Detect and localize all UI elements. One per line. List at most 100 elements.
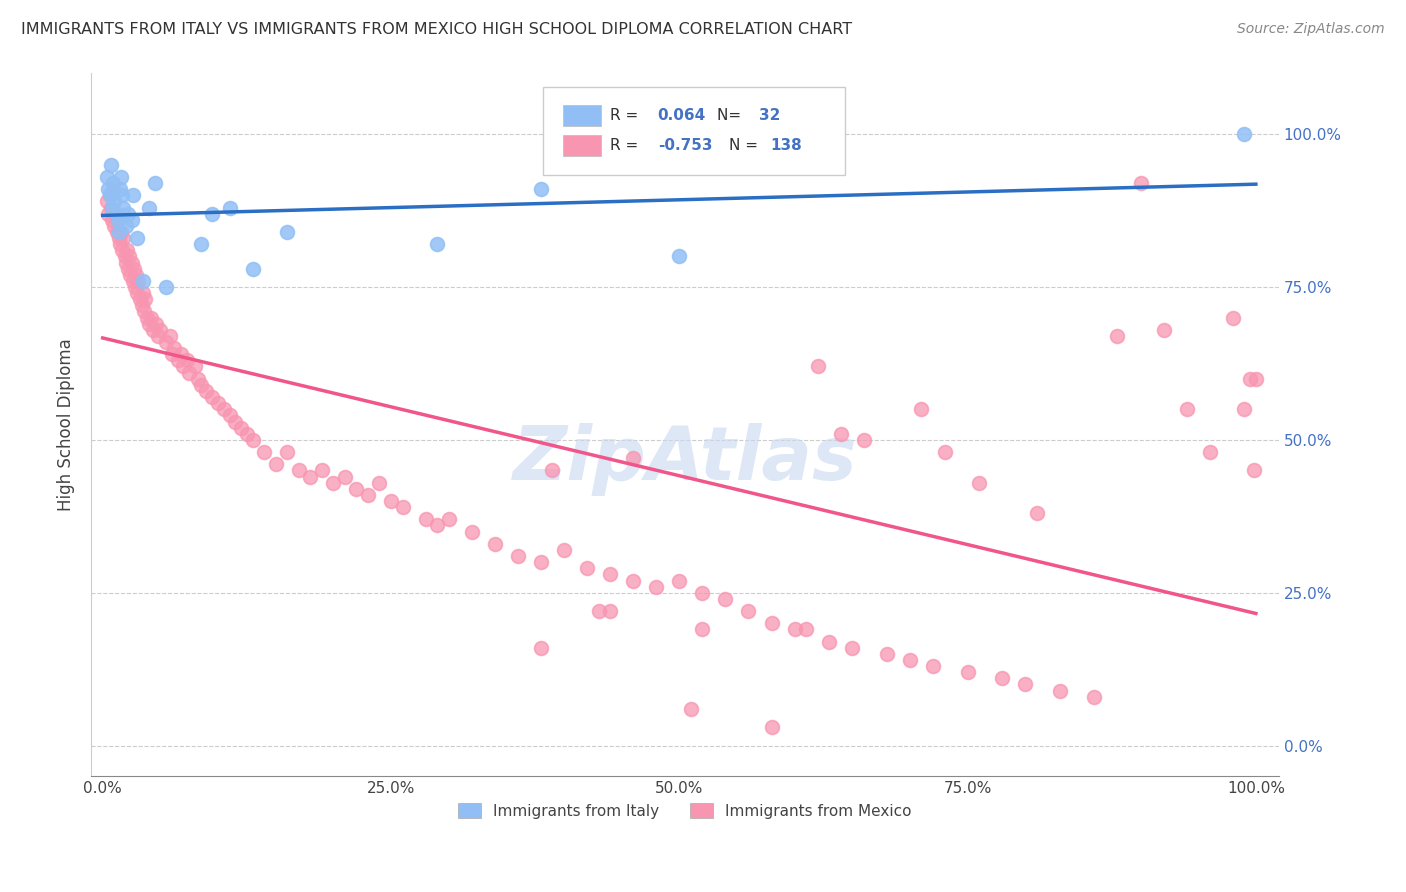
Point xyxy=(103,194,125,209)
Point xyxy=(107,212,129,227)
Point xyxy=(1129,176,1152,190)
Text: 32: 32 xyxy=(759,108,780,123)
Point xyxy=(134,292,156,306)
Point xyxy=(135,310,157,325)
Point xyxy=(714,591,737,606)
Point xyxy=(105,206,128,220)
Point xyxy=(139,310,162,325)
Point xyxy=(841,640,863,655)
Point xyxy=(380,494,402,508)
Point xyxy=(276,445,298,459)
Point xyxy=(127,274,149,288)
Point xyxy=(737,604,759,618)
Point xyxy=(1239,372,1261,386)
Point xyxy=(131,298,153,312)
Point xyxy=(426,518,449,533)
Point xyxy=(391,500,413,515)
Point xyxy=(299,469,322,483)
Point xyxy=(104,206,127,220)
Text: 0.064: 0.064 xyxy=(658,108,706,123)
Point xyxy=(112,231,135,245)
Y-axis label: High School Diploma: High School Diploma xyxy=(58,338,75,511)
Point xyxy=(201,206,224,220)
Point xyxy=(530,640,553,655)
Point xyxy=(668,574,690,588)
Point xyxy=(166,353,188,368)
Point xyxy=(830,426,852,441)
Point xyxy=(195,384,218,398)
Text: 138: 138 xyxy=(770,138,803,153)
Point xyxy=(184,359,207,374)
Point xyxy=(236,426,259,441)
Text: R =: R = xyxy=(610,108,644,123)
Text: -0.753: -0.753 xyxy=(658,138,713,153)
Point xyxy=(333,469,356,483)
Point xyxy=(179,366,201,380)
Point xyxy=(692,623,714,637)
Point xyxy=(103,219,125,233)
Point xyxy=(118,249,141,263)
Point xyxy=(264,458,287,472)
Text: N =: N = xyxy=(728,138,763,153)
Point xyxy=(276,225,298,239)
Point xyxy=(100,201,122,215)
Point xyxy=(311,463,333,477)
Point xyxy=(530,182,553,196)
Text: R =: R = xyxy=(610,138,644,153)
Point xyxy=(155,334,177,349)
FancyBboxPatch shape xyxy=(562,104,600,126)
Point xyxy=(212,402,235,417)
Point xyxy=(553,543,575,558)
Point xyxy=(322,475,344,490)
Point xyxy=(1233,402,1256,417)
Point xyxy=(176,353,198,368)
Point xyxy=(934,445,956,459)
Point xyxy=(807,359,830,374)
Point xyxy=(679,702,702,716)
Point xyxy=(143,176,166,190)
Point xyxy=(484,537,506,551)
Point xyxy=(287,463,309,477)
Point xyxy=(132,286,155,301)
Point xyxy=(794,623,817,637)
Point xyxy=(588,604,610,618)
Point xyxy=(108,225,131,239)
Point xyxy=(506,549,529,563)
Point xyxy=(876,647,898,661)
Point xyxy=(114,219,136,233)
Point xyxy=(121,274,143,288)
Point xyxy=(242,433,264,447)
Point xyxy=(621,574,644,588)
Point xyxy=(761,720,783,734)
Point xyxy=(160,347,183,361)
Point xyxy=(991,671,1014,685)
Point xyxy=(344,482,367,496)
Text: N=: N= xyxy=(717,108,747,123)
Point xyxy=(115,244,138,258)
Point xyxy=(1014,677,1036,691)
Point xyxy=(172,359,194,374)
Point xyxy=(190,237,212,252)
Point xyxy=(910,402,932,417)
Point xyxy=(107,212,129,227)
Point xyxy=(121,188,143,202)
Point xyxy=(668,249,690,263)
FancyBboxPatch shape xyxy=(543,87,845,175)
Point xyxy=(218,409,240,423)
Point xyxy=(101,176,124,190)
Point xyxy=(1243,463,1265,477)
Point xyxy=(621,451,644,466)
Point xyxy=(460,524,482,539)
Point xyxy=(541,463,564,477)
Point xyxy=(122,261,145,276)
Point xyxy=(100,158,122,172)
Text: IMMIGRANTS FROM ITALY VS IMMIGRANTS FROM MEXICO HIGH SCHOOL DIPLOMA CORRELATION : IMMIGRANTS FROM ITALY VS IMMIGRANTS FROM… xyxy=(21,22,852,37)
Point xyxy=(368,475,391,490)
Point xyxy=(111,244,134,258)
Point xyxy=(121,255,143,269)
Point xyxy=(645,580,668,594)
Point xyxy=(1222,310,1244,325)
Point xyxy=(599,604,621,618)
Point xyxy=(146,329,169,343)
Point xyxy=(190,377,212,392)
